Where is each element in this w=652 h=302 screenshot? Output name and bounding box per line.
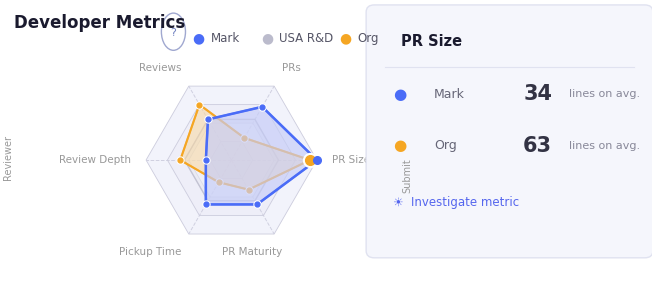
- Text: ●: ●: [393, 138, 406, 153]
- Polygon shape: [180, 104, 310, 190]
- Text: Reviews: Reviews: [139, 63, 181, 73]
- Text: Developer Metrics: Developer Metrics: [14, 14, 186, 32]
- Text: ●: ●: [261, 32, 273, 46]
- Text: lines on avg.: lines on avg.: [569, 89, 640, 99]
- Polygon shape: [210, 142, 253, 178]
- FancyBboxPatch shape: [366, 5, 652, 258]
- Text: USA R&D: USA R&D: [279, 32, 333, 45]
- Text: Org: Org: [434, 139, 456, 152]
- Text: Mark: Mark: [434, 88, 465, 101]
- Polygon shape: [168, 104, 295, 216]
- Text: PRs: PRs: [282, 63, 301, 73]
- Text: Org: Org: [357, 32, 379, 45]
- Text: ●: ●: [393, 87, 406, 102]
- Text: ●: ●: [192, 32, 205, 46]
- Text: PR Size: PR Size: [333, 155, 370, 165]
- Text: lines on avg.: lines on avg.: [569, 141, 640, 151]
- Text: 34: 34: [523, 84, 552, 104]
- Text: PR Size: PR Size: [401, 34, 462, 49]
- Text: ?: ?: [170, 27, 177, 37]
- Polygon shape: [185, 119, 278, 201]
- Polygon shape: [189, 123, 274, 197]
- Polygon shape: [206, 107, 317, 204]
- Text: Pickup Time: Pickup Time: [119, 247, 181, 257]
- Text: PR Maturity: PR Maturity: [222, 247, 282, 257]
- Polygon shape: [146, 86, 317, 234]
- Text: Reviewer: Reviewer: [3, 134, 13, 180]
- Text: Mark: Mark: [211, 32, 240, 45]
- Text: Submit: Submit: [402, 158, 413, 193]
- Text: 63: 63: [523, 136, 552, 156]
- Text: ●: ●: [339, 32, 351, 46]
- Text: Review Depth: Review Depth: [59, 155, 130, 165]
- Text: ☀  Investigate metric: ☀ Investigate metric: [393, 196, 519, 210]
